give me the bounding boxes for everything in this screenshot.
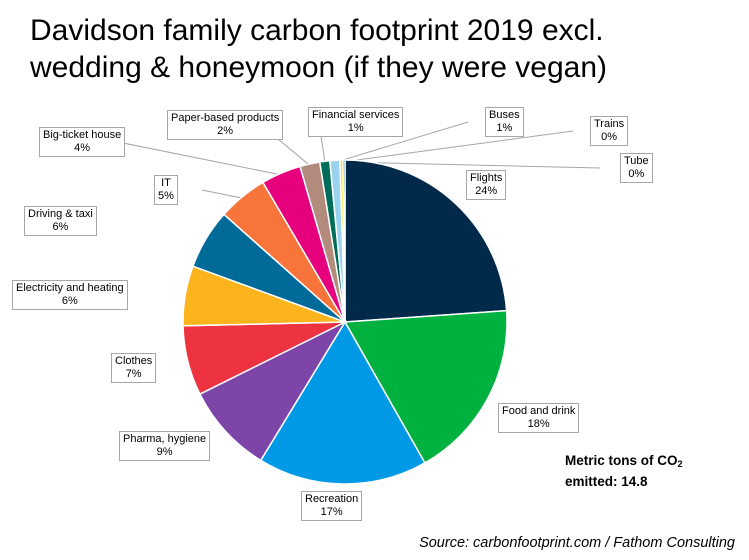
slice-label-percent: 17% [320,506,343,518]
slice-label-name: Buses [489,109,520,121]
slice-label-percent: 18% [527,418,550,430]
co2-subscript: 2 [677,459,683,469]
slice-label-percent: 1% [496,122,513,134]
total-emissions-line-2: emitted: 14.8 [565,474,648,489]
slice-tube [342,159,346,323]
slice-recreation [259,320,426,485]
slice-label-electricity-and-heating: Electricity and heating 6% [12,280,128,310]
leader-line-tube [343,161,601,169]
slice-label-name: Financial services [312,109,400,121]
slice-label-name: Flights [470,172,503,184]
chart-title-line-2: wedding & honeymoon (if they were vegan) [30,51,608,84]
slice-label-big-ticket-house: Big-ticket house 4% [39,127,126,157]
slice-label-percent: 0% [628,168,645,180]
slice-label-name: Big-ticket house [43,129,122,141]
slice-label-percent: 2% [217,125,234,137]
chart-title: Davidson family carbon footprint 2019 ex… [30,12,730,86]
slice-label-name: IT [161,177,171,189]
total-emissions-annotation: Metric tons of CO2 emitted: 14.8 [565,452,683,490]
slice-label-clothes: Clothes 7% [111,353,157,383]
leader-line-trains [341,130,574,163]
slice-label-food-and-drink: Food and drink 18% [498,403,580,433]
slice-label-percent: 6% [52,221,69,233]
leader-line-big-ticket-house [117,141,282,176]
slice-label-buses: Buses 1% [485,107,524,137]
slice-label-name: Food and drink [502,405,576,417]
slice-label-flights: Flights 24% [466,170,507,200]
slice-label-trains: Trains 0% [590,116,629,146]
slice-label-name: Pharma, hygiene [123,433,207,445]
leader-line-it [201,189,244,199]
slice-label-name: Tube [624,155,649,167]
slice-flights [344,159,508,323]
slice-label-name: Driving & taxi [28,208,93,220]
slice-label-it: IT 5% [154,175,178,205]
slice-label-recreation: Recreation 17% [301,491,363,521]
slice-label-percent: 9% [156,446,173,458]
slice-label-percent: 5% [158,190,174,202]
leader-line-buses [334,121,469,163]
slice-label-paper-based-products: Paper-based products 2% [167,110,284,140]
slice-label-percent: 24% [475,185,498,197]
slice-label-driving-taxi: Driving & taxi 6% [24,206,97,236]
slice-label-percent: 6% [61,295,78,307]
slice-label-name: Trains [594,118,625,130]
slice-label-percent: 7% [125,368,142,380]
slice-label-name: Clothes [115,355,153,367]
slice-label-percent: 0% [601,131,618,143]
slice-label-name: Paper-based products [171,112,280,124]
chart-title-line-1: Davidson family carbon footprint 2019 ex… [30,14,604,47]
slice-label-percent: 4% [74,142,91,154]
slice-label-name: Recreation [305,493,359,505]
chart-source: Source: carbonfootprint.com / Fathom Con… [419,535,735,551]
slice-label-tube: Tube 0% [620,153,653,183]
slice-label-financial-services: Financial services 1% [308,107,404,137]
total-emissions-line-1: Metric tons of CO [565,453,678,468]
slice-pharma-hygiene [198,320,347,462]
slice-label-pharma-hygiene: Pharma, hygiene 9% [119,431,211,461]
slice-food-and-drink [343,309,508,464]
slice-label-percent: 1% [347,122,364,134]
slice-label-name: Electricity and heating [16,282,124,294]
